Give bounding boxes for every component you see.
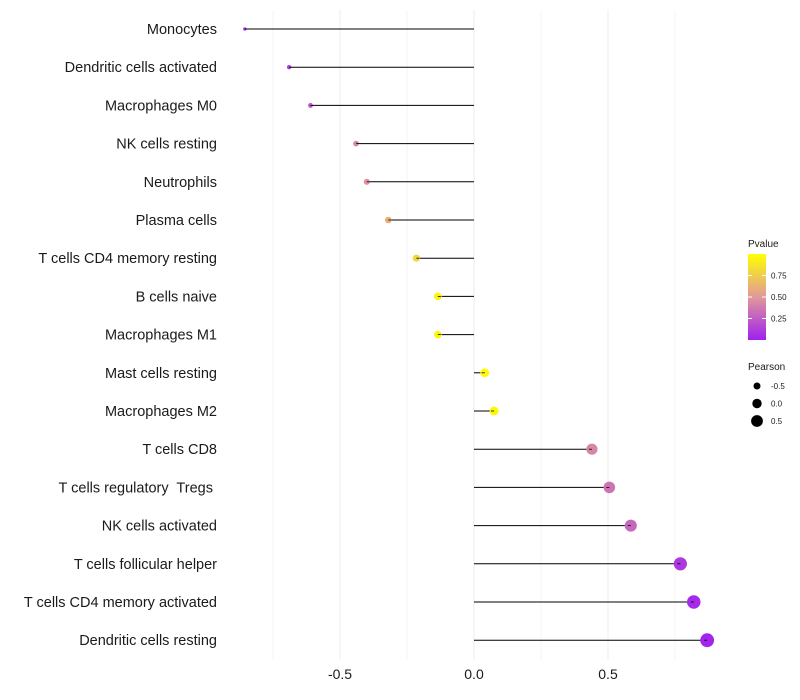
pearson-legend-title: Pearson (748, 362, 785, 373)
x-axis-labels: -0.5 0.0 0.5 (328, 666, 618, 682)
y-tick-label: T cells CD8 (142, 442, 217, 458)
pvalue-legend-ticks: 0.75 0.50 0.25 (748, 272, 787, 324)
pearson-legend-dot (751, 415, 763, 427)
y-tick-label: Dendritic cells activated (65, 60, 217, 76)
pearson-legend-items: -0.5 0.0 0.5 (751, 382, 785, 427)
y-tick-label: NK cells resting (116, 137, 217, 153)
pvalue-colorbar (748, 254, 766, 340)
y-tick-label: NK cells activated (102, 519, 217, 535)
y-tick-label: T cells regulatory Tregs (59, 480, 218, 496)
y-tick-label: Neutrophils (144, 175, 217, 191)
grid-layer (272, 10, 676, 660)
pearson-legend: Pearson -0.5 0.0 0.5 (748, 362, 785, 427)
y-tick-label: Monocytes (147, 22, 217, 38)
y-tick-label: Macrophages M0 (105, 98, 217, 114)
x-tick-label: -0.5 (328, 666, 352, 682)
lollipop-point (586, 443, 598, 455)
y-tick-label: T cells follicular helper (74, 557, 217, 573)
lollipop-point (603, 481, 616, 494)
pearson-legend-label: -0.5 (771, 382, 785, 391)
y-tick-label: T cells CD4 memory activated (24, 595, 217, 611)
pearson-legend-dot (752, 398, 762, 409)
y-tick-label: Dendritic cells resting (79, 633, 217, 649)
x-tick-label: 0.0 (464, 666, 484, 682)
pearson-legend-dot (753, 382, 761, 390)
y-tick-label: Plasma cells (136, 213, 217, 229)
y-tick-label: B cells naive (136, 289, 217, 305)
point-layer (243, 27, 715, 648)
pvalue-legend-title: Pvalue (748, 239, 779, 250)
pvalue-tick-label: 0.25 (771, 315, 787, 324)
pearson-legend-label: 0.5 (771, 417, 783, 426)
segment-layer (244, 28, 708, 641)
y-tick-label: Macrophages M2 (105, 404, 217, 420)
y-tick-label: Macrophages M1 (105, 328, 217, 344)
x-tick-label: 0.5 (598, 666, 618, 682)
pearson-legend-label: 0.0 (771, 400, 783, 409)
y-axis-labels: Monocytes Dendritic cells activated Macrop… (24, 22, 217, 649)
pvalue-tick-label: 0.75 (771, 272, 787, 281)
lollipop-point (489, 406, 499, 416)
y-tick-label: Mast cells resting (105, 366, 217, 382)
pvalue-legend: Pvalue 0.75 0.50 0.25 (748, 239, 787, 340)
pvalue-tick-label: 0.50 (771, 293, 787, 302)
y-tick-label: T cells CD4 memory resting (38, 251, 217, 267)
